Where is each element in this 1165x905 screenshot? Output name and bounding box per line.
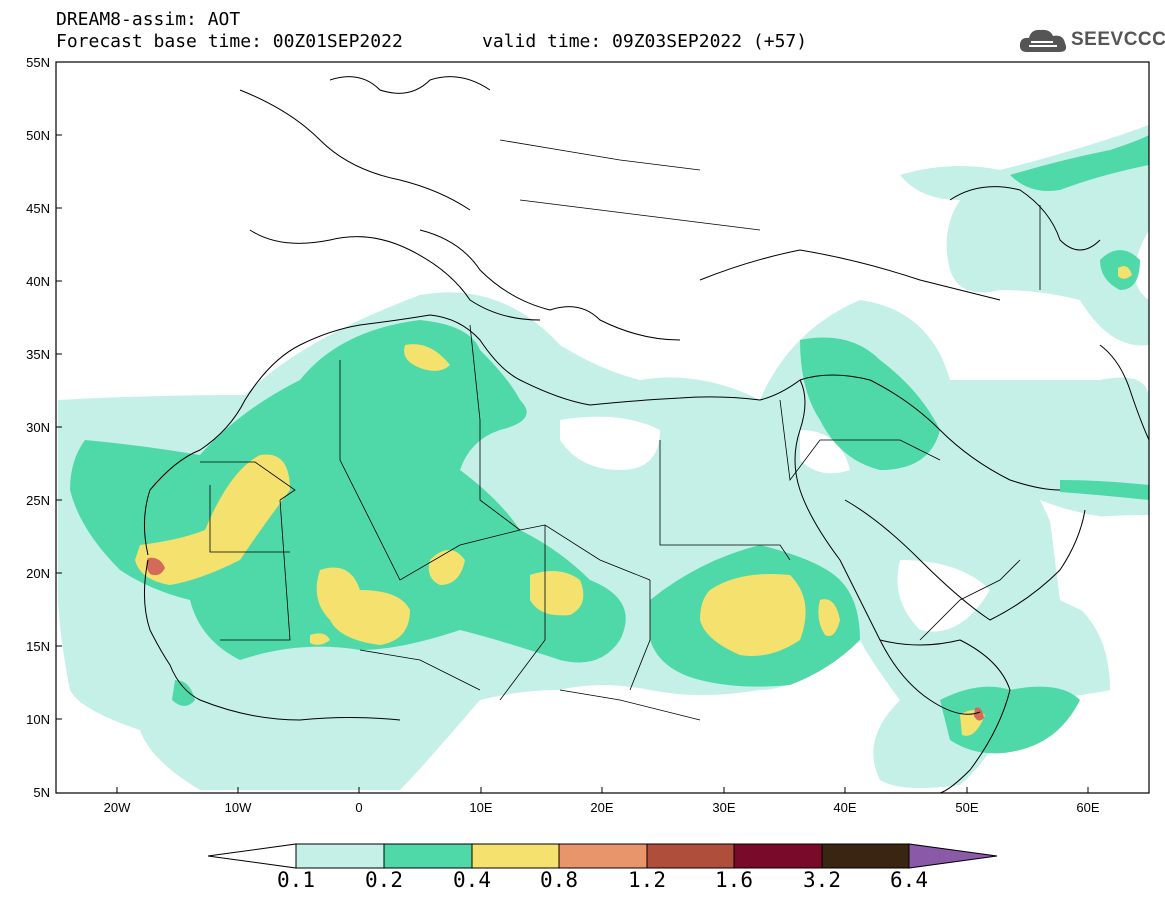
- lat-label: 30N: [26, 420, 50, 435]
- aot-field: [58, 125, 1149, 790]
- lat-label: 40N: [26, 274, 50, 289]
- lat-label: 55N: [26, 55, 50, 70]
- colorbar-label: 0.4: [453, 868, 491, 892]
- colorbar-segment: [821, 843, 910, 869]
- colorbar-label: 0.1: [277, 868, 315, 892]
- cloud-icon: [1019, 29, 1067, 52]
- colorbar-low-arrow: [207, 843, 297, 869]
- lat-label: 50N: [26, 128, 50, 143]
- longitude-labels: 20W 10W 0 10E 20E 30E 40E 50E 60E: [104, 800, 1100, 815]
- lon-label: 40E: [833, 800, 856, 815]
- colorbar-segment: [733, 843, 823, 869]
- valid-time: valid time: 09Z03SEP2022 (+57): [482, 31, 808, 52]
- colorbar-label: 3.2: [803, 868, 841, 892]
- lat-label: 25N: [26, 493, 50, 508]
- lon-label: 20W: [104, 800, 131, 815]
- lat-label: 45N: [26, 201, 50, 216]
- colorbar-label: 1.2: [628, 868, 666, 892]
- seevccc-logo: SEEVCCC: [1017, 24, 1165, 58]
- colorbar-label: 6.4: [890, 868, 928, 892]
- aot-level-0.2: [70, 135, 1149, 754]
- lon-label: 20E: [590, 800, 613, 815]
- colorbar-label: 0.8: [540, 868, 578, 892]
- colorbar-segment: [471, 843, 560, 869]
- colorbar: [207, 843, 998, 869]
- colorbar-label: 1.6: [715, 868, 753, 892]
- colorbar-label: 0.2: [365, 868, 403, 892]
- country-borders: [200, 139, 1041, 721]
- colorbar-segment: [383, 843, 473, 869]
- aot-level-0.4: [135, 266, 1132, 736]
- lat-label: 35N: [26, 347, 50, 362]
- colorbar-high-arrow: [908, 843, 998, 869]
- colorbar-segment: [295, 843, 385, 869]
- lon-label: 10W: [225, 800, 252, 815]
- lat-label: 20N: [26, 566, 50, 581]
- aot-level-0.8: [146, 557, 984, 721]
- map-title: DREAM8-assim: AOT: [56, 9, 241, 30]
- axis-ticks: [56, 61, 1089, 793]
- logo-text: SEEVCCC: [1071, 29, 1165, 50]
- lat-label: 5N: [33, 785, 50, 800]
- lon-label: 60E: [1076, 800, 1099, 815]
- lon-label: 50E: [955, 800, 978, 815]
- forecast-base-time: Forecast base time: 00Z01SEP2022: [56, 31, 403, 52]
- colorbar-segment: [558, 843, 648, 869]
- latitude-labels: 55N 50N 45N 40N 35N 30N 25N 20N 15N 10N …: [26, 55, 50, 800]
- lon-label: 30E: [712, 800, 735, 815]
- lon-label: 10E: [469, 800, 492, 815]
- lat-label: 15N: [26, 639, 50, 654]
- colorbar-segment: [646, 843, 735, 869]
- lon-label: 0: [355, 800, 362, 815]
- coastlines: [143, 76, 1149, 793]
- lat-label: 10N: [26, 712, 50, 727]
